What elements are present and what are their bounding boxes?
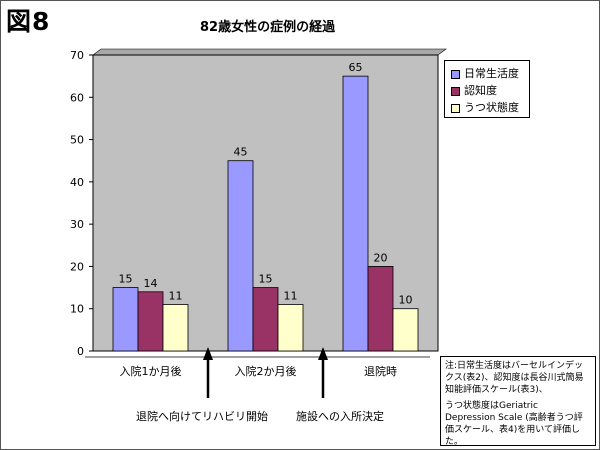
annotation-facility-admission: 施設への入所決定 [296,410,384,423]
data-label: 15 [119,273,133,286]
plot-area-top [92,48,447,56]
bar [162,304,189,352]
y-tick-label: 70 [70,49,84,62]
category-label: 入院2か月後 [235,364,297,378]
chart-title: 82歳女性の症例の経過 [200,20,336,35]
legend-swatch-depression [451,103,460,113]
y-tick-label: 40 [70,176,84,189]
legend-item-cognition: 認知度 [451,82,497,98]
legend-item-depression: うつ状態度 [451,99,519,115]
legend-swatch-adl [451,69,460,79]
bar [342,75,369,352]
bar [277,304,304,352]
bar [367,266,394,352]
arrow-head [318,347,328,360]
footnote: 注:日常生活度はバーセルインデックス(表2)、認知度は長谷川式簡易知能評価スケー… [440,356,596,447]
data-label: 65 [349,61,363,74]
data-label: 11 [169,289,183,302]
data-label: 10 [399,294,413,307]
data-label: 14 [144,277,158,290]
y-tick-label: 0 [77,345,84,358]
data-label: 15 [259,273,273,286]
y-tick-label: 10 [70,303,84,316]
y-tick-label: 60 [70,91,84,104]
bar [252,287,279,352]
data-label: 20 [374,251,388,264]
category-label: 退院時 [364,364,397,378]
bar [392,308,419,352]
bar [112,287,139,352]
legend-item-adl: 日常生活度 [451,65,519,81]
y-tick-label: 50 [70,134,84,147]
legend-label-depression: うつ状態度 [464,101,519,114]
annotation-rehab-start: 退院へ向けてリハビリ開始 [136,410,268,423]
category-label: 入院1か月後 [120,364,182,378]
footnote-line-2: うつ状態度はGeriatric Depression Scale (高齢者うつ評… [445,401,583,447]
legend-label-cognition: 認知度 [464,84,497,97]
legend-label-adl: 日常生活度 [464,67,519,80]
footnote-line-1: 注:日常生活度はバーセルインデックス(表2)、認知度は長谷川式簡易知能評価スケー… [445,361,584,395]
data-label: 45 [234,146,248,159]
legend: 日常生活度 認知度 うつ状態度 [444,60,530,118]
figure-label: 図8 [6,7,51,36]
data-label: 11 [284,289,298,302]
bar [137,291,164,352]
bar [227,160,254,352]
legend-swatch-cognition [451,86,460,96]
arrow-head [203,347,213,360]
y-tick-label: 20 [70,260,84,273]
y-tick-label: 30 [70,218,84,231]
